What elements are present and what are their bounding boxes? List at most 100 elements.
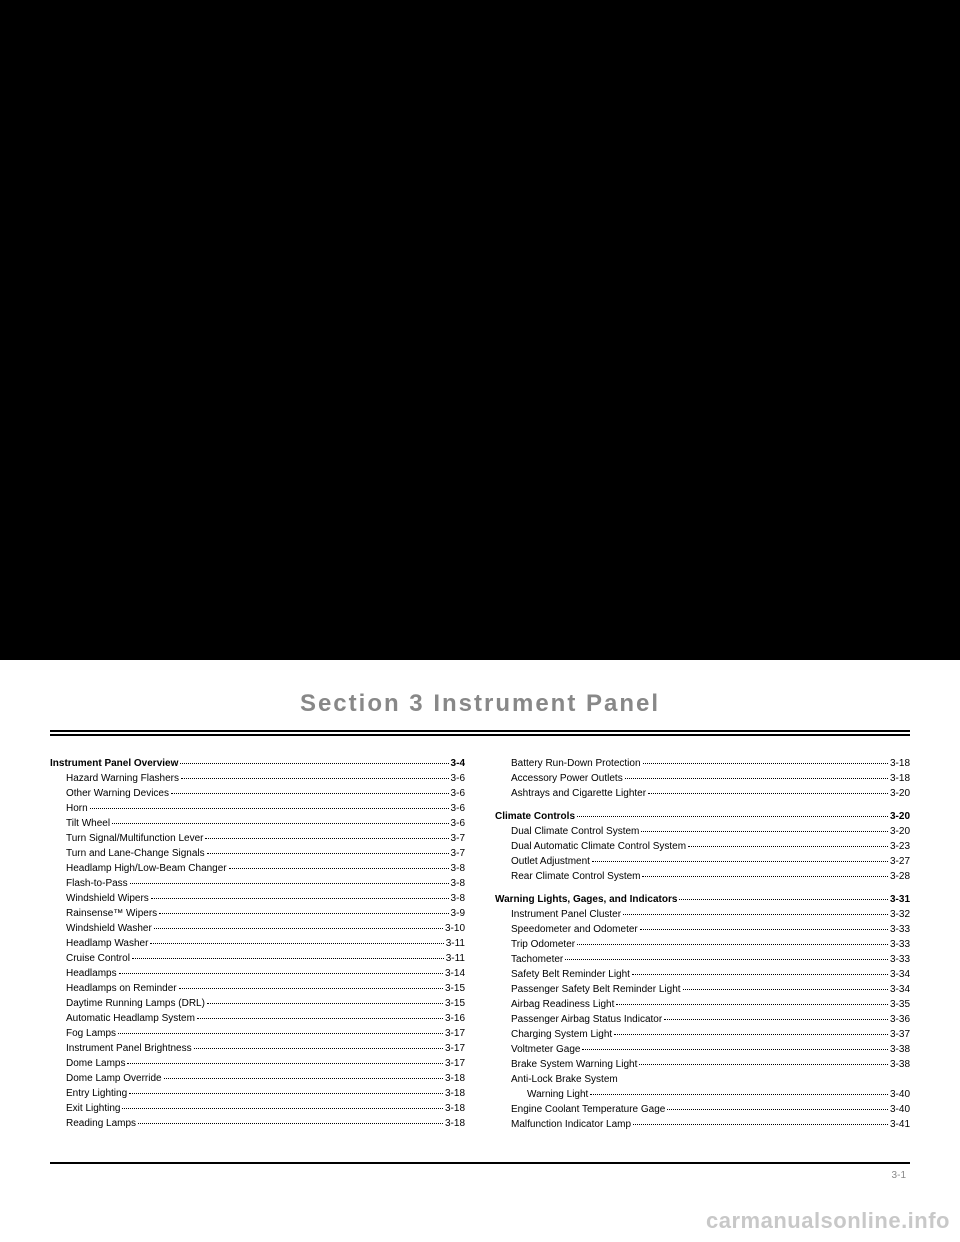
toc-leader-dots [632,974,888,975]
toc-label: Rear Climate Control System [511,869,640,884]
toc-leader-dots [207,1003,443,1004]
toc-page: 3-14 [445,966,465,981]
toc-page: 3-20 [890,809,910,824]
toc-label: Brake System Warning Light [511,1057,637,1072]
toc-leader-dots [138,1123,443,1124]
toc-entry: Ashtrays and Cigarette Lighter3-20 [495,786,910,801]
toc-leader-dots [205,838,448,839]
toc-leader-dots [679,899,888,900]
toc-label: Speedometer and Odometer [511,922,638,937]
toc-label: Daytime Running Lamps (DRL) [66,996,205,1011]
toc-label: Battery Run-Down Protection [511,756,641,771]
toc-label: Accessory Power Outlets [511,771,623,786]
toc-page: 3-15 [445,996,465,1011]
toc-leader-dots [171,793,449,794]
toc-page: 3-7 [451,846,465,861]
toc-label: Engine Coolant Temperature Gage [511,1102,665,1117]
toc-label: Fog Lamps [66,1026,116,1041]
toc-label: Instrument Panel Overview [50,756,178,771]
toc-page: 3-18 [445,1071,465,1086]
toc-leader-dots [616,1004,888,1005]
toc-columns: Instrument Panel Overview3-4Hazard Warni… [50,756,910,1132]
toc-entry: Instrument Panel Overview3-4 [50,756,465,771]
toc-leader-dots [132,958,444,959]
toc-leader-dots [565,959,888,960]
toc-label: Anti-Lock Brake System [511,1072,618,1087]
toc-label: Horn [66,801,88,816]
toc-label: Windshield Washer [66,921,152,936]
toc-label: Reading Lamps [66,1116,136,1131]
toc-page: 3-33 [890,937,910,952]
toc-label: Dual Automatic Climate Control System [511,839,686,854]
toc-leader-dots [164,1078,443,1079]
bottom-rule [50,1162,910,1164]
toc-label: Passenger Safety Belt Reminder Light [511,982,681,997]
toc-spacer [495,801,910,809]
toc-page: 3-18 [890,756,910,771]
toc-page: 3-31 [890,892,910,907]
toc-page: 3-8 [451,861,465,876]
toc-entry: Windshield Washer 3-10 [50,921,465,936]
toc-entry: Warning Lights, Gages, and Indicators3-3… [495,892,910,907]
toc-page: 3-17 [445,1056,465,1071]
toc-leader-dots [150,943,443,944]
toc-page: 3-10 [445,921,465,936]
toc-entry: Safety Belt Reminder Light3-34 [495,967,910,982]
toc-entry: Turn and Lane-Change Signals3-7 [50,846,465,861]
toc-label: Instrument Panel Cluster [511,907,621,922]
toc-entry: Other Warning Devices 3-6 [50,786,465,801]
toc-page: 3-40 [890,1102,910,1117]
toc-leader-dots [683,989,888,990]
toc-page: 3-11 [446,936,465,951]
toc-page: 3-34 [890,967,910,982]
toc-leader-dots [180,763,448,764]
toc-label: Dome Lamps [66,1056,125,1071]
toc-entry: Rainsense™ Wipers3-9 [50,906,465,921]
toc-leader-dots [667,1109,888,1110]
toc-label: Trip Odometer [511,937,575,952]
toc-entry: Fog Lamps3-17 [50,1026,465,1041]
toc-entry: Windshield Wipers3-8 [50,891,465,906]
toc-page: 3-17 [445,1041,465,1056]
toc-page: 3-41 [890,1117,910,1132]
toc-entry: Automatic Headlamp System3-16 [50,1011,465,1026]
toc-leader-dots [90,808,449,809]
toc-right-column: Battery Run-Down Protection 3-18 Accessory… [495,756,910,1132]
toc-label: Dual Climate Control System [511,824,639,839]
toc-label: Ashtrays and Cigarette Lighter [511,786,646,801]
title-rule [50,730,910,736]
toc-entry: Warning Light3-40 [495,1087,910,1102]
toc-label: Charging System Light [511,1027,612,1042]
toc-entry: Charging System Light 3-37 [495,1027,910,1042]
toc-page: 3-18 [445,1086,465,1101]
toc-page: 3-40 [890,1087,910,1102]
toc-page: 3-6 [451,786,465,801]
toc-leader-dots [614,1034,888,1035]
toc-entry: Voltmeter Gage3-38 [495,1042,910,1057]
toc-page: 3-37 [890,1027,910,1042]
section-title: Section 3 Instrument Panel [50,690,910,718]
toc-leader-dots [640,929,888,930]
toc-leader-dots [159,913,448,914]
toc-page: 3-23 [890,839,910,854]
toc-leader-dots [194,1048,443,1049]
toc-leader-dots [633,1124,888,1125]
toc-label: Rainsense™ Wipers [66,906,157,921]
toc-page: 3-33 [890,952,910,967]
toc-entry: Rear Climate Control System3-28 [495,869,910,884]
toc-leader-dots [688,846,888,847]
toc-entry: Turn Signal/Multifunction Lever3-7 [50,831,465,846]
toc-entry: Instrument Panel Cluster3-32 [495,907,910,922]
toc-page: 3-6 [451,801,465,816]
toc-leader-dots [179,988,443,989]
toc-entry: Headlamps3-14 [50,966,465,981]
toc-label: Other Warning Devices [66,786,169,801]
toc-entry: Headlamp Washer3-11 [50,936,465,951]
toc-label: Turn Signal/Multifunction Lever [66,831,203,846]
toc-label: Exit Lighting [66,1101,120,1116]
toc-entry: Horn 3-6 [50,801,465,816]
toc-leader-dots [122,1108,443,1109]
toc-page: 3-38 [890,1057,910,1072]
toc-label: Climate Controls [495,809,575,824]
toc-leader-dots [590,1094,888,1095]
